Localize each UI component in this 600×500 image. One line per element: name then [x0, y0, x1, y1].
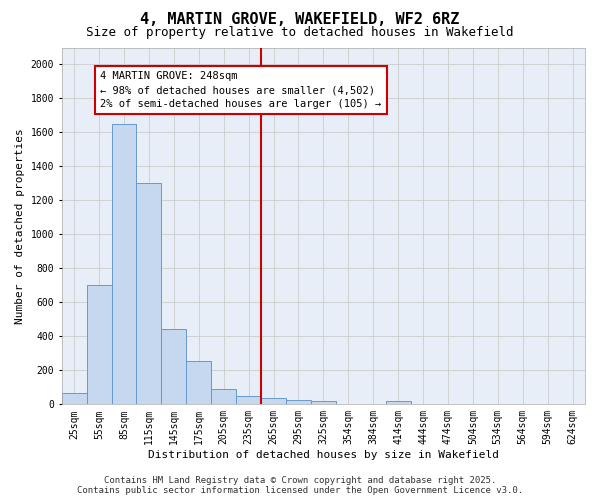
Bar [136, 182, 161, 404]
Bar [261, 398, 286, 404]
Text: 4, MARTIN GROVE, WAKEFIELD, WF2 6RZ: 4, MARTIN GROVE, WAKEFIELD, WF2 6RZ [140, 12, 460, 28]
Bar [211, 389, 236, 404]
Bar [86, 286, 112, 405]
Bar [311, 402, 336, 404]
Bar [386, 402, 410, 404]
X-axis label: Distribution of detached houses by size in Wakefield: Distribution of detached houses by size … [148, 450, 499, 460]
Bar [286, 400, 311, 404]
Text: 4 MARTIN GROVE: 248sqm
← 98% of detached houses are smaller (4,502)
2% of semi-d: 4 MARTIN GROVE: 248sqm ← 98% of detached… [100, 72, 382, 110]
Bar [62, 394, 86, 404]
Bar [161, 328, 186, 404]
Bar [236, 396, 261, 404]
Y-axis label: Number of detached properties: Number of detached properties [15, 128, 25, 324]
Bar [112, 124, 136, 404]
Text: Contains HM Land Registry data © Crown copyright and database right 2025.
Contai: Contains HM Land Registry data © Crown c… [77, 476, 523, 495]
Text: Size of property relative to detached houses in Wakefield: Size of property relative to detached ho… [86, 26, 514, 39]
Bar [186, 361, 211, 405]
